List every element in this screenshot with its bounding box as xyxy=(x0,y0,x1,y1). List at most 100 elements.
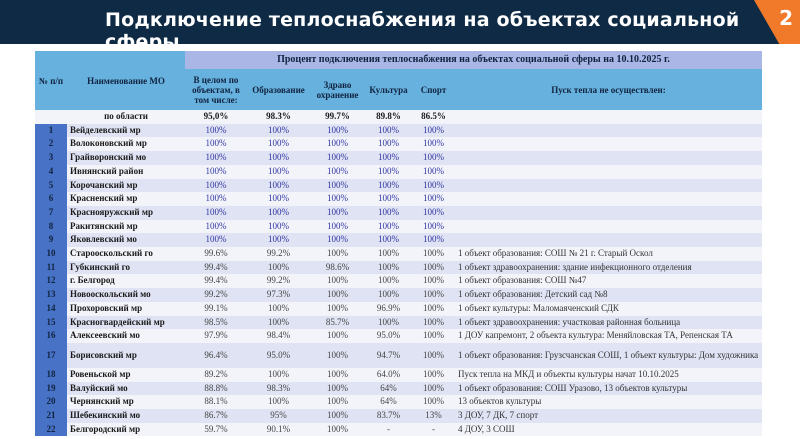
health-percent: 100% xyxy=(310,192,365,206)
culture-percent: 100% xyxy=(365,192,412,206)
mo-name: Корочанский мр xyxy=(67,178,185,193)
table-row: 10 Старооскольский го 99.6% 99.2% 100% 100% 10… xyxy=(35,247,762,261)
not-started-note xyxy=(455,123,762,138)
culture-percent: 100% xyxy=(365,151,412,165)
not-started-note: 1 объект образования: СОШ Уразово, 13 об… xyxy=(455,381,762,396)
total-percent: 98.5% xyxy=(185,315,247,330)
education-percent: 99.2% xyxy=(247,274,310,289)
not-started-note xyxy=(455,164,762,179)
culture-percent: 100% xyxy=(365,288,412,302)
total-percent: 100% xyxy=(185,205,247,220)
education-percent: 100% xyxy=(247,205,310,220)
row-number: 11 xyxy=(35,260,67,275)
education-percent: 100% xyxy=(247,301,310,316)
culture-percent: 100% xyxy=(365,274,412,289)
sport-percent: 100% xyxy=(412,301,455,316)
row-number: 12 xyxy=(35,274,67,289)
mo-name: Краснояружский мр xyxy=(67,205,185,220)
total-culture: 89.8% xyxy=(365,110,412,124)
total-percent: 100% xyxy=(185,178,247,193)
mo-name: Шебекинский мо xyxy=(67,409,185,423)
health-percent: 100% xyxy=(310,367,365,382)
row-number: 1 xyxy=(35,123,67,138)
mo-name: Ровеньской мр xyxy=(67,367,185,382)
culture-percent: 100% xyxy=(365,123,412,138)
total-percent: 59.7% xyxy=(185,422,247,437)
sport-percent: 100% xyxy=(412,274,455,289)
health-percent: 100% xyxy=(310,178,365,193)
education-percent: 100% xyxy=(247,192,310,206)
col-culture: Культура xyxy=(365,69,412,110)
row-number: 15 xyxy=(35,315,67,330)
page-title: Подключение теплоснабжения на объектах с… xyxy=(105,9,740,53)
total-percent: 100% xyxy=(185,164,247,179)
mo-name: Яковлевский мо xyxy=(67,233,185,248)
total-all: 95,0% xyxy=(185,110,247,124)
sport-percent: 100% xyxy=(412,288,455,302)
health-percent: 100% xyxy=(310,329,365,343)
total-percent: 88.8% xyxy=(185,381,247,396)
col-total: В целом по объектам, в том числе: xyxy=(185,69,247,110)
sport-percent: 100% xyxy=(412,381,455,396)
col-sport: Спорт xyxy=(412,69,455,110)
row-number: 7 xyxy=(35,205,67,220)
culture-percent: 100% xyxy=(365,178,412,193)
total-percent: 99.4% xyxy=(185,260,247,275)
sport-percent: 100% xyxy=(412,151,455,165)
culture-percent: 83.7% xyxy=(365,409,412,423)
not-started-note xyxy=(455,233,762,248)
health-percent: 100% xyxy=(310,274,365,289)
total-percent: 89.2% xyxy=(185,367,247,382)
not-started-note xyxy=(455,137,762,152)
sport-percent: - xyxy=(412,422,455,437)
sport-percent: 100% xyxy=(412,192,455,206)
col-health: Здраво охранение xyxy=(310,69,365,110)
not-started-note: 1 ДОУ капремонт, 2 объекта культура: Мен… xyxy=(455,329,762,343)
sport-percent: 100% xyxy=(412,315,455,330)
table-row: 22 Белгородский мр 59.7% 90.1% 100% - -4 ДОУ, … xyxy=(35,422,762,437)
education-percent: 100% xyxy=(247,367,310,382)
mo-name: Старооскольский го xyxy=(67,247,185,261)
table-row: 6 Красненский мр 100% 100% 100% 100% 100% xyxy=(35,192,762,206)
total-percent: 99.4% xyxy=(185,274,247,289)
education-percent: 90.1% xyxy=(247,422,310,437)
health-percent: 100% xyxy=(310,288,365,302)
culture-percent: 64% xyxy=(365,395,412,410)
mo-name: Ракитянский мр xyxy=(67,219,185,234)
sport-percent: 100% xyxy=(412,164,455,179)
health-percent: 100% xyxy=(310,247,365,261)
not-started-note: 1 объект образования: Детский сад №8 xyxy=(455,288,762,302)
health-percent: 100% xyxy=(310,164,365,179)
row-number: 4 xyxy=(35,164,67,179)
education-percent: 98.3% xyxy=(247,381,310,396)
culture-percent: 64% xyxy=(365,381,412,396)
not-started-note xyxy=(455,205,762,220)
mo-name: Губкинский го xyxy=(67,260,185,275)
education-percent: 97.3% xyxy=(247,288,310,302)
not-started-note: 3 ДОУ, 7 ДК, 7 спорт xyxy=(455,409,762,423)
total-row: по области 95,0% 98.3% 99.7% 89.8% 86.5% xyxy=(35,110,762,124)
table-row: 8 Ракитянский мр 100% 100% 100% 100% 100% xyxy=(35,219,762,234)
row-number: 2 xyxy=(35,137,67,152)
not-started-note: 1 объект образования: СОШ № 21 г. Старый… xyxy=(455,247,762,261)
table-row: 20 Чернянский мр 88.1% 100% 100% 64% 100% 13 об… xyxy=(35,395,762,410)
health-percent: 100% xyxy=(310,151,365,165)
row-number: 9 xyxy=(35,233,67,248)
mo-name: Чернянский мр xyxy=(67,395,185,410)
health-percent: 100% xyxy=(310,123,365,138)
not-started-note: 1 объект образования: Грузсчанская СОШ, … xyxy=(455,342,762,368)
education-percent: 95.0% xyxy=(247,342,310,368)
total-percent: 99.6% xyxy=(185,247,247,261)
sport-percent: 100% xyxy=(412,329,455,343)
table-row: 16 Алексеевский мо 97.9% 98.4% 100% 95.0% 100%… xyxy=(35,329,762,343)
table-row: 7 Краснояружский мр 100% 100% 100% 100% 100% xyxy=(35,205,762,220)
mo-name: Белгородский мр xyxy=(67,422,185,437)
row-number: 19 xyxy=(35,381,67,396)
table-row: 12 г. Белгород 99.4% 99.2% 100% 100% 100% 1 объ… xyxy=(35,274,762,289)
health-percent: 100% xyxy=(310,205,365,220)
not-started-note: 1 объект здравоохранения: здание инфекци… xyxy=(455,260,762,275)
total-education: 98.3% xyxy=(247,110,310,124)
table-row: 13 Новооскольский мо 99.2% 97.3% 100% 100% 100… xyxy=(35,288,762,302)
table-row: 14 Прохоровский мр 99.1% 100% 100% 96.9% 100% 1… xyxy=(35,301,762,316)
table-row: 5 Корочанский мр 100% 100% 100% 100% 100% xyxy=(35,178,762,193)
